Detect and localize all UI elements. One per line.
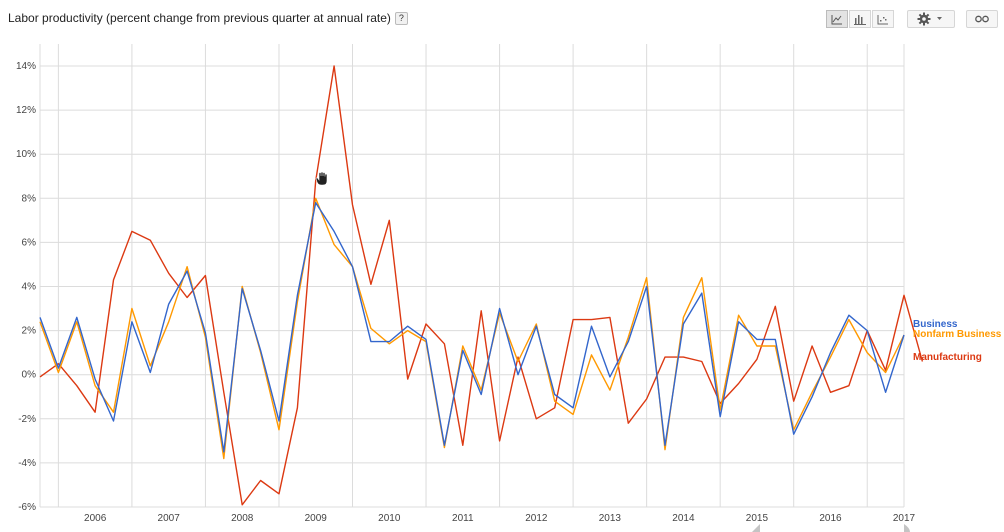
line-chart-icon <box>831 14 842 24</box>
y-tick-label: -2% <box>18 414 36 425</box>
legend-item[interactable]: Manufacturing <box>913 352 982 363</box>
chart-title-text: Labor productivity (percent change from … <box>8 11 391 25</box>
y-tick-label: 8% <box>22 193 37 204</box>
legend-item[interactable]: Business <box>913 319 958 330</box>
bar-chart-icon <box>854 14 866 25</box>
grid <box>39 44 905 508</box>
line-chart-button[interactable] <box>826 10 848 28</box>
scroll-handle-left[interactable] <box>752 524 760 532</box>
scatter-chart-button[interactable] <box>872 10 894 28</box>
chart-title: Labor productivity (percent change from … <box>8 11 408 26</box>
x-tick-label: 2006 <box>84 513 107 524</box>
legend-item[interactable]: Nonfarm Business <box>913 329 1002 340</box>
x-tick-label: 2008 <box>231 513 254 524</box>
x-tick-label: 2014 <box>672 513 695 524</box>
y-tick-label: 6% <box>22 237 37 248</box>
y-tick-label: 14% <box>16 61 36 72</box>
bar-chart-button[interactable] <box>849 10 871 28</box>
y-tick-label: -4% <box>18 458 36 469</box>
series-line-nonfarm-business <box>39 197 905 460</box>
y-tick-label: 0% <box>22 370 37 381</box>
series-line-business <box>39 201 905 453</box>
y-tick-label: 4% <box>22 282 37 293</box>
x-tick-label: 2007 <box>158 513 181 524</box>
x-tick-label: 2016 <box>819 513 842 524</box>
link-button[interactable] <box>966 10 998 28</box>
y-tick-label: 12% <box>16 105 36 116</box>
series-lines <box>39 65 924 506</box>
scatter-chart-icon <box>877 14 888 24</box>
x-tick-label: 2015 <box>746 513 769 524</box>
settings-button[interactable] <box>907 10 955 28</box>
caret-down-icon <box>937 17 942 20</box>
series-line-manufacturing <box>39 65 924 506</box>
axis-labels: -6% -4% -2% 0% 2% 4% 6% 8% 10% 12% 14% 2006 2007 2008… <box>16 61 916 524</box>
x-tick-label: 2010 <box>378 513 401 524</box>
link-icon <box>975 15 989 23</box>
y-tick-label: 2% <box>22 326 37 337</box>
x-tick-label: 2012 <box>525 513 548 524</box>
x-tick-label: 2009 <box>305 513 328 524</box>
x-tick-label: 2011 <box>452 513 474 524</box>
x-tick-label: 2017 <box>893 513 916 524</box>
help-button[interactable]: ? <box>394 12 408 26</box>
y-tick-label: 10% <box>16 149 36 160</box>
hand-grab-icon <box>315 171 328 186</box>
gear-icon <box>917 12 931 26</box>
x-tick-label: 2013 <box>599 513 622 524</box>
scroll-handle-right[interactable] <box>904 524 910 532</box>
y-tick-label: -6% <box>18 502 36 513</box>
